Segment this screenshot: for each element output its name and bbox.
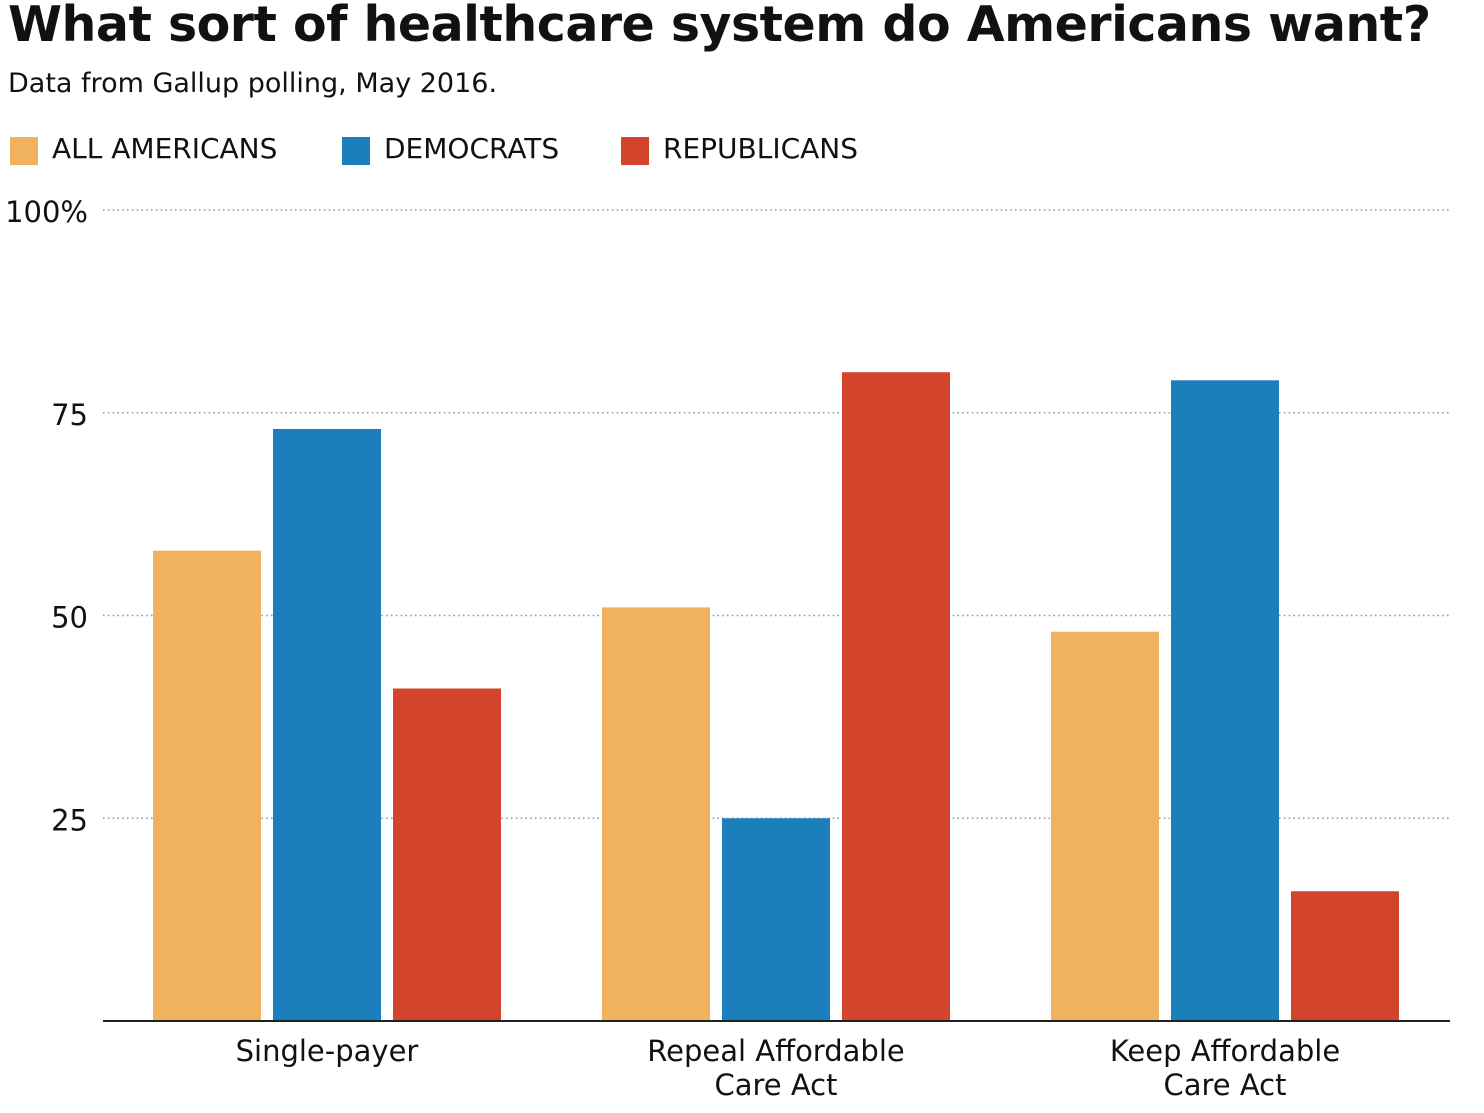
x-category-label-keep-affordable-care-act-line-2: Care Act (1163, 1068, 1286, 1102)
bar-keep-affordable-care-act-republicans (1291, 891, 1399, 1021)
bar-repeal-affordable-care-act-democrats (722, 818, 830, 1021)
bar-repeal-affordable-care-act-all-americans (602, 607, 710, 1021)
y-tick-label-50: 50 (51, 601, 88, 635)
legend-swatch-all-americans (10, 137, 38, 165)
bar-single-payer-republicans (393, 688, 501, 1021)
legend-label-democrats: DEMOCRATS (384, 132, 560, 165)
legend-label-republicans: REPUBLICANS (663, 132, 859, 165)
bar-single-payer-democrats (273, 428, 381, 1022)
y-tick-label-25: 25 (51, 803, 88, 837)
x-category-label-repeal-affordable-care-act-line-2: Care Act (714, 1068, 837, 1102)
x-category-label-single-payer: Single-payer (236, 1034, 419, 1068)
bar-keep-affordable-care-act-all-americans (1051, 631, 1159, 1021)
bar-single-payer-all-americans (153, 550, 261, 1021)
bar-keep-affordable-care-act-democrats (1171, 380, 1279, 1021)
legend-label-all-americans: ALL AMERICANS (52, 132, 278, 165)
chart-title: What sort of healthcare system do Americ… (8, 0, 1431, 53)
bar-repeal-affordable-care-act-republicans (842, 372, 950, 1021)
y-tick-label-100: 100% (5, 195, 88, 229)
y-tick-label-75: 75 (51, 398, 88, 432)
chart-subtitle: Data from Gallup polling, May 2016. (8, 68, 498, 99)
x-category-label-keep-affordable-care-act-line-1: Keep Affordable (1110, 1034, 1340, 1068)
legend-swatch-republicans (621, 137, 649, 165)
x-category-label-repeal-affordable-care-act-line-1: Repeal Affordable (647, 1034, 904, 1068)
legend-swatch-democrats (342, 137, 370, 165)
